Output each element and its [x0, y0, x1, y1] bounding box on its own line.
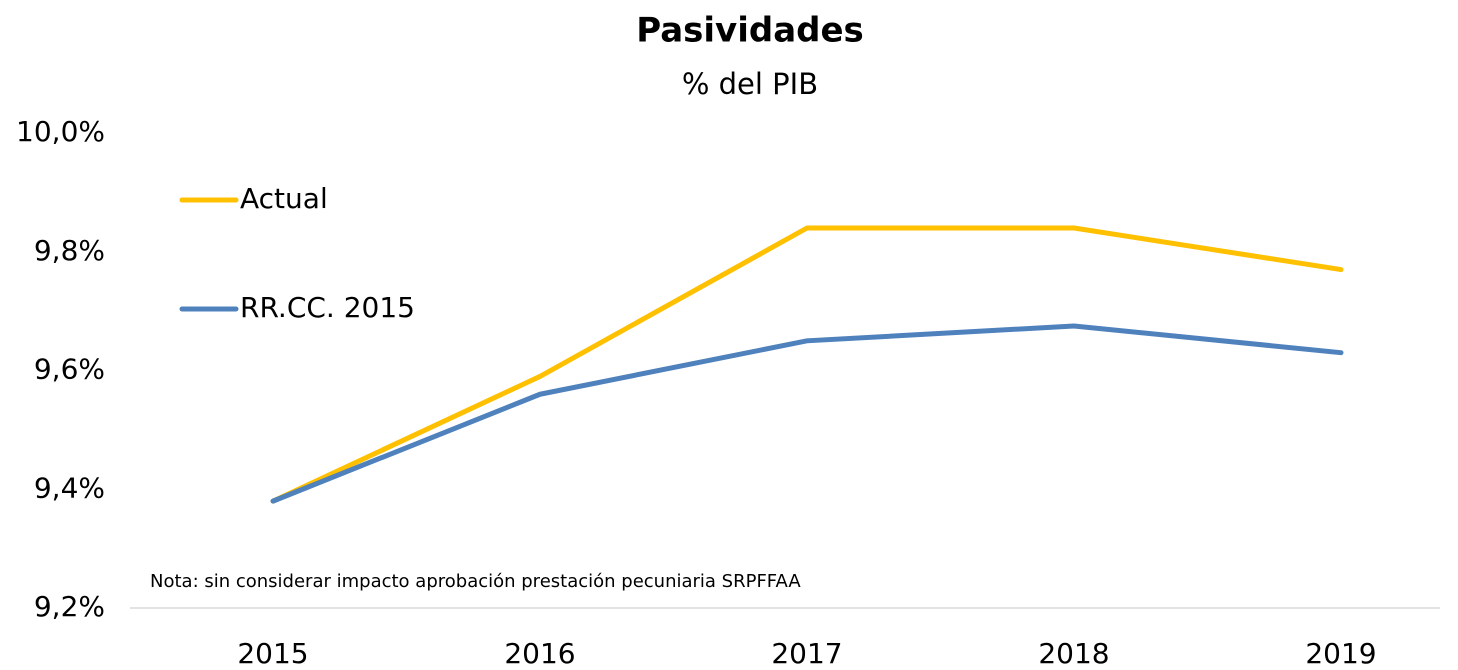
legend-label: Actual	[240, 182, 328, 215]
y-tick-label: 9,4%	[34, 471, 105, 504]
annotation: Nota: sin considerar impacto aprobación …	[150, 571, 801, 592]
y-tick-label: 10,0%	[16, 115, 105, 148]
x-tick-label: 2017	[771, 637, 842, 670]
x-tick-label: 2016	[504, 637, 575, 670]
y-tick-label: 9,8%	[34, 234, 105, 267]
x-tick-label: 2015	[237, 637, 308, 670]
chart-subtitle: % del PIB	[682, 67, 818, 101]
line-series	[270, 323, 1344, 504]
x-tick-label: 2018	[1038, 637, 1109, 670]
y-tick-label: 9,6%	[34, 353, 105, 386]
x-tick-label: 2019	[1305, 637, 1376, 670]
legend-label: RR.CC. 2015	[240, 291, 415, 324]
line-series	[270, 225, 1344, 504]
y-tick-label: 9,2%	[34, 590, 105, 623]
chart-title: Pasividades	[636, 11, 864, 51]
